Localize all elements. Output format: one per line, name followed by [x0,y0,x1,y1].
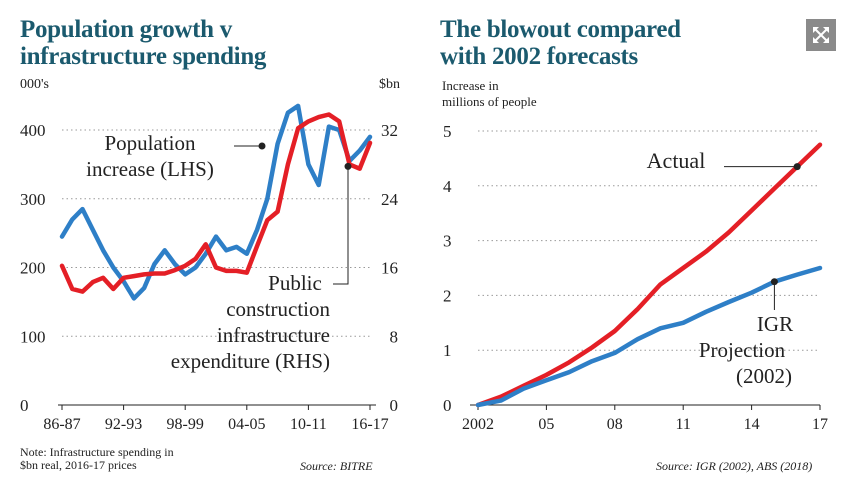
right-chart-ytick-label: 5 [443,122,452,141]
expenditure-leader-dot [344,162,352,170]
right-ytick-label: 0 [390,396,399,415]
left-ytick-label: 200 [20,259,46,278]
actual-leader-dot [793,163,801,171]
left-xtick-label: 16-17 [351,416,388,433]
left-xtick-label: 98-99 [167,416,204,433]
right-chart-ytick-label: 4 [443,177,452,196]
right-title-line2: with 2002 forecasts [440,43,638,70]
right-ylabel-line2: millions of people [442,94,537,109]
expenditure-annotation-line4: expenditure (RHS) [171,349,330,373]
left-axis-unit: 000's [20,77,49,92]
right-ytick-label: 8 [390,327,399,346]
left-xtick-label: 86-87 [43,416,80,433]
left-chart-title: Population growth v infrastructure spend… [20,16,266,70]
left-ytick-label: 100 [20,327,46,346]
right-chart-ytick-label: 1 [443,341,452,360]
population-line [59,103,373,301]
expand-icon [813,27,829,43]
right-ytick-label: 16 [381,259,398,278]
igr-annotation-line2: Projection [699,338,786,362]
actual-annotation: Actual [647,148,706,173]
left-title-line1: Population growth v [20,16,232,43]
igr-leader-dot [770,278,778,286]
left-xtick-label: 04-05 [228,416,265,433]
right-chart-source: Source: IGR (2002), ABS (2018) [656,459,813,473]
left-chart-note: Note: Infrastructure spending in $bn rea… [20,446,174,472]
right-xtick-label: 11 [675,416,690,433]
right-ylabel-line1: Increase in [442,78,499,93]
right-xtick-label: 05 [538,416,554,433]
infrastructure-line [59,112,373,294]
right-chart-ytick-label: 0 [443,396,452,415]
right-xtick-label: 14 [744,416,760,433]
population-annotation-line1: Population [104,131,196,155]
right-chart-ylabel: Increase in millions of people [442,78,537,110]
left-ytick-label: 0 [20,396,29,415]
note-line2: $bn real, 2016-17 prices [20,458,137,472]
left-xtick-label: 92-93 [105,416,142,433]
igr-projection-line [475,265,823,408]
expenditure-annotation-line3: infrastructure [217,323,330,347]
right-xtick-label: 08 [607,416,623,433]
right-chart: 0 1 2 3 4 5 2002 05 08 11 14 17 Actual IGRProjection(… [443,122,828,433]
right-title-line1: The blowout compared [440,16,681,43]
right-xtick-label: 2002 [462,416,494,433]
igr-annotation-line1: IGR [757,312,793,336]
left-title-line2: infrastructure spending [20,43,267,70]
igr-annotation-line3: (2002) [736,364,792,388]
note-line1: Note: Infrastructure spending in [20,445,174,459]
left-xtick-label: 10-11 [290,416,327,433]
actual-line [475,142,823,408]
right-chart-title: The blowout compared with 2002 forecasts [440,16,681,70]
left-ytick-label: 400 [20,121,46,140]
right-ytick-label: 24 [381,190,399,209]
right-chart-ytick-label: 2 [443,286,452,305]
expenditure-leader [333,166,349,285]
population-annotation-line2: increase (LHS) [86,157,214,181]
expenditure-annotation-line1: Public [268,271,322,295]
left-ytick-label: 300 [20,190,46,209]
left-chart: 0 0 100 8 200 16 300 24 400 32 86-87 92-93 98-99 04-0… [20,103,399,433]
right-chart-ytick-label: 3 [443,232,452,251]
expenditure-annotation-line2: construction [226,297,330,321]
right-ytick-label: 32 [381,121,398,140]
left-chart-source: Source: BITRE [300,459,373,473]
population-leader-dot [258,142,266,150]
right-xtick-label: 17 [812,416,828,433]
right-axis-unit: $bn [379,77,400,92]
expand-button[interactable] [806,19,836,51]
